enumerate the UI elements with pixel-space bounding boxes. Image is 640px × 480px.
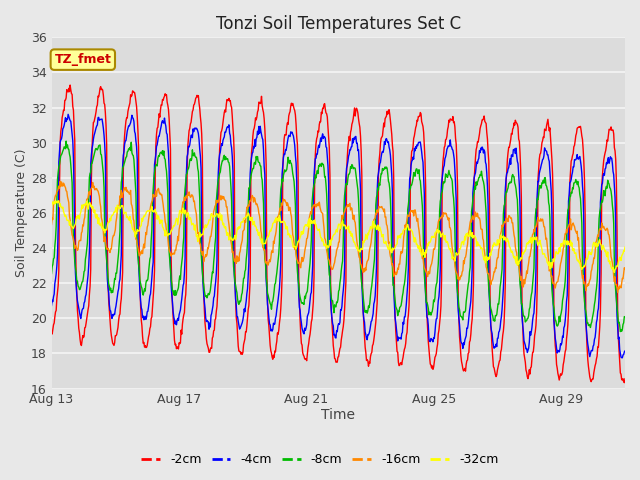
Legend: -2cm, -4cm, -8cm, -16cm, -32cm: -2cm, -4cm, -8cm, -16cm, -32cm	[136, 448, 504, 471]
Title: Tonzi Soil Temperatures Set C: Tonzi Soil Temperatures Set C	[216, 15, 461, 33]
Y-axis label: Soil Temperature (C): Soil Temperature (C)	[15, 149, 28, 277]
Text: TZ_fmet: TZ_fmet	[54, 53, 111, 66]
X-axis label: Time: Time	[321, 408, 355, 422]
